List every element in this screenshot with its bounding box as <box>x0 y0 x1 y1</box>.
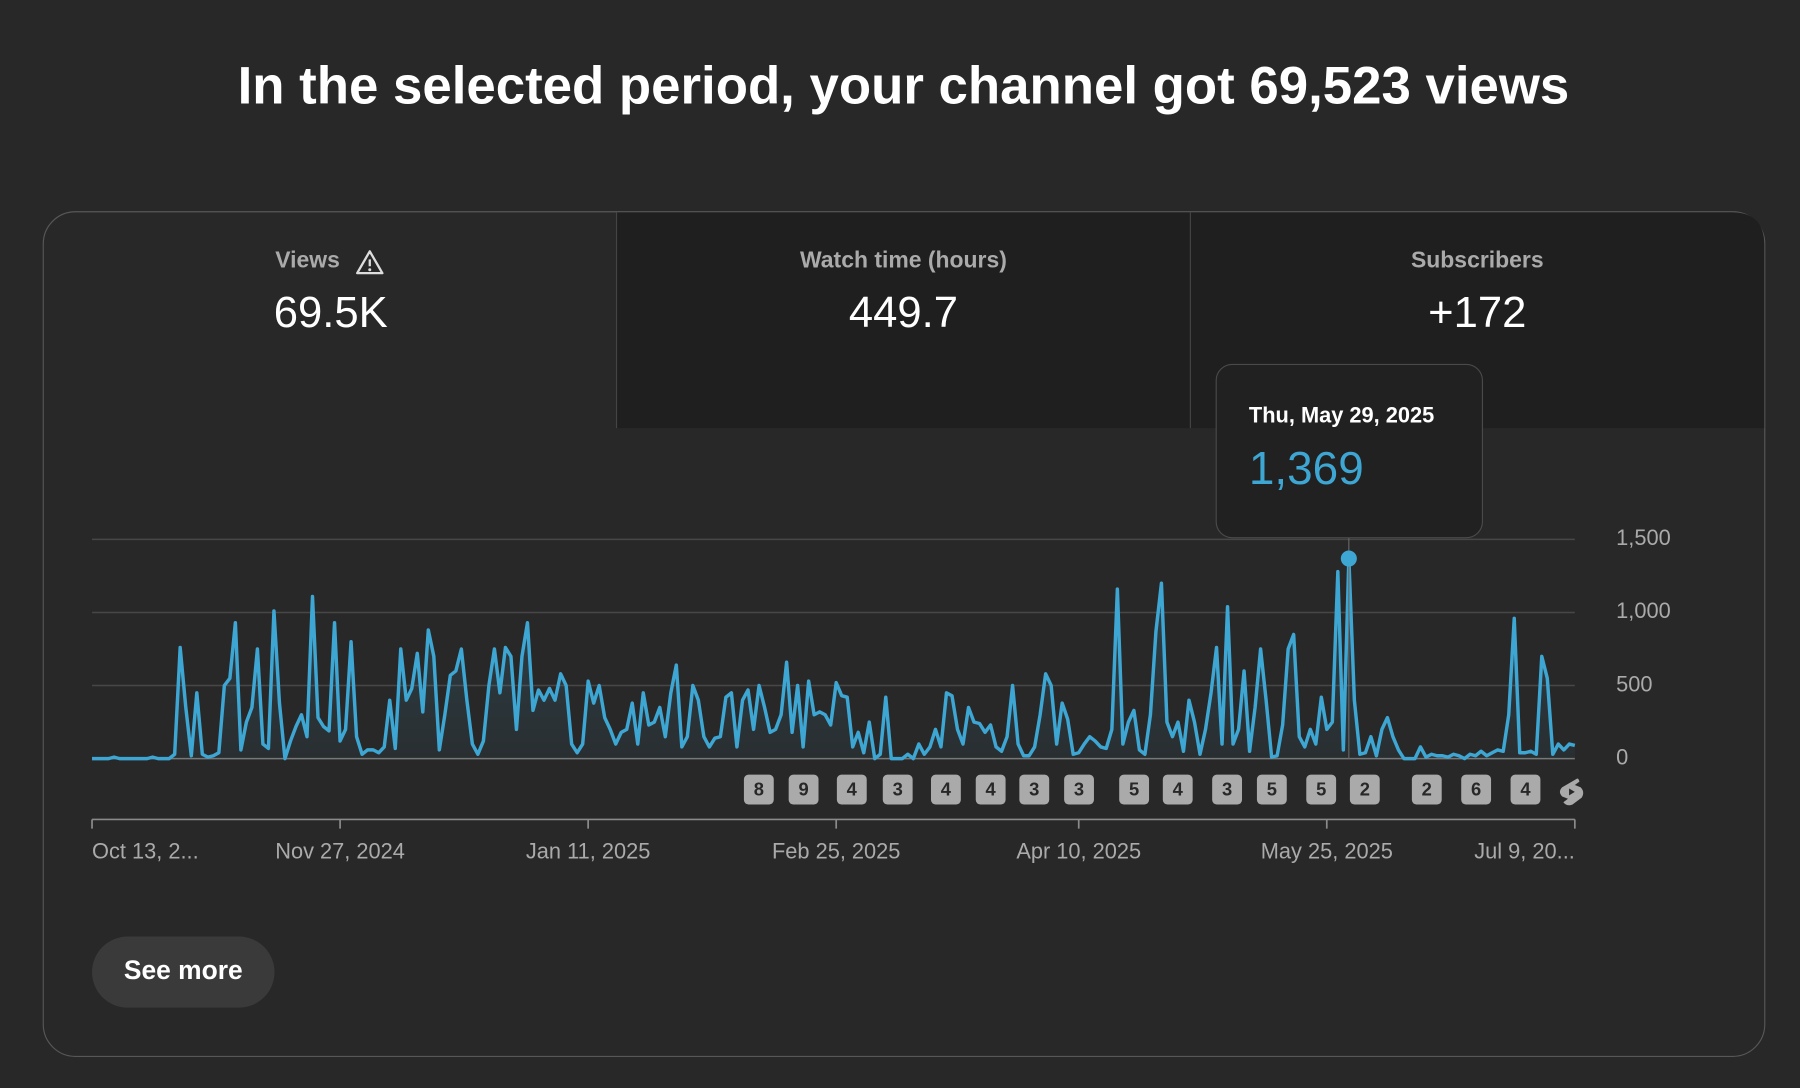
upload-count: 4 <box>986 779 997 800</box>
upload-count: 4 <box>1173 779 1184 800</box>
upload-badge <box>1461 774 1492 805</box>
upload-badge <box>1510 774 1541 805</box>
upload-count: 8 <box>754 779 764 800</box>
tab[interactable]: Watch time (hours) 449.7 <box>800 247 1007 337</box>
x-tick-label: Jul 9, 20... <box>1474 838 1575 863</box>
upload-badge <box>1306 774 1337 805</box>
upload-badge <box>1119 774 1150 805</box>
upload-count: 5 <box>1316 779 1326 800</box>
upload-badge <box>975 774 1006 805</box>
x-tick-label: Apr 10, 2025 <box>1016 838 1141 863</box>
x-tick-label: May 25, 2025 <box>1261 838 1393 863</box>
tab-label: Subscribers <box>1411 247 1544 273</box>
upload-count: 3 <box>893 779 903 800</box>
tooltip-box <box>1215 363 1484 539</box>
upload-count: 5 <box>1267 779 1277 800</box>
upload-count: 2 <box>1360 779 1370 800</box>
upload-count: 9 <box>798 779 808 800</box>
upload-badge <box>788 774 819 805</box>
upload-badge <box>1256 774 1287 805</box>
y-tick-label: 500 <box>1616 671 1652 696</box>
upload-badge <box>836 774 867 805</box>
tooltip-date: Thu, May 29, 2025 <box>1249 402 1434 427</box>
upload-badge <box>1349 774 1380 805</box>
tab-value: +172 <box>1428 289 1526 337</box>
upload-badge <box>882 774 913 805</box>
upload-count: 5 <box>1129 779 1139 800</box>
upload-count: 3 <box>1074 779 1084 800</box>
tab-value: 69.5K <box>274 289 388 337</box>
upload-badge <box>1212 774 1243 805</box>
line <box>92 556 1576 761</box>
upload-count: 4 <box>1520 779 1531 800</box>
page-title: In the selected period, your channel got… <box>238 56 1570 115</box>
hover-dot <box>1340 550 1357 567</box>
upload-badge <box>1411 774 1442 805</box>
upload-count: 3 <box>1029 779 1039 800</box>
y-tick-label: 1,000 <box>1616 598 1671 623</box>
y-tick-label: 1,500 <box>1616 525 1671 550</box>
upload-badge <box>930 774 961 805</box>
tooltip-value: 1,369 <box>1249 442 1364 494</box>
upload-badge <box>1019 774 1050 805</box>
warning-icon <box>356 250 384 275</box>
upload-count: 3 <box>1222 779 1232 800</box>
upload-count: 2 <box>1422 779 1432 800</box>
tab-label: Views <box>275 247 340 273</box>
x-tick-label: Feb 25, 2025 <box>772 838 900 863</box>
tab[interactable]: Subscribers +172 <box>1411 247 1544 337</box>
upload-badge <box>1162 774 1193 805</box>
upload-badge <box>1064 774 1094 805</box>
x-tick-label: Oct 13, 2... <box>92 838 199 863</box>
x-tick-label: Nov 27, 2024 <box>275 838 405 863</box>
upload-badge <box>743 774 774 805</box>
tooltip: Thu, May 29, 2025 1,369 <box>1215 363 1484 539</box>
upload-count: 4 <box>941 779 952 800</box>
upload-count: 4 <box>847 779 858 800</box>
button-bg <box>92 936 275 1008</box>
tab-label: Watch time (hours) <box>800 247 1007 273</box>
button-label: See more <box>124 955 243 985</box>
plot: 0 500 1,000 1,500 Oct 13, 2... Nov 27, 2024 Ja… <box>91 525 1671 863</box>
tab-value: 449.7 <box>849 289 958 337</box>
tab[interactable]: Views 69.5K <box>274 247 388 337</box>
area <box>92 558 1575 759</box>
y-tick-label: 0 <box>1616 744 1628 769</box>
x-tick-label: Jan 11, 2025 <box>526 838 650 863</box>
see-more-button[interactable]: See more <box>92 936 275 1008</box>
upload-count: 6 <box>1471 779 1481 800</box>
shorts-icon <box>1559 778 1584 806</box>
